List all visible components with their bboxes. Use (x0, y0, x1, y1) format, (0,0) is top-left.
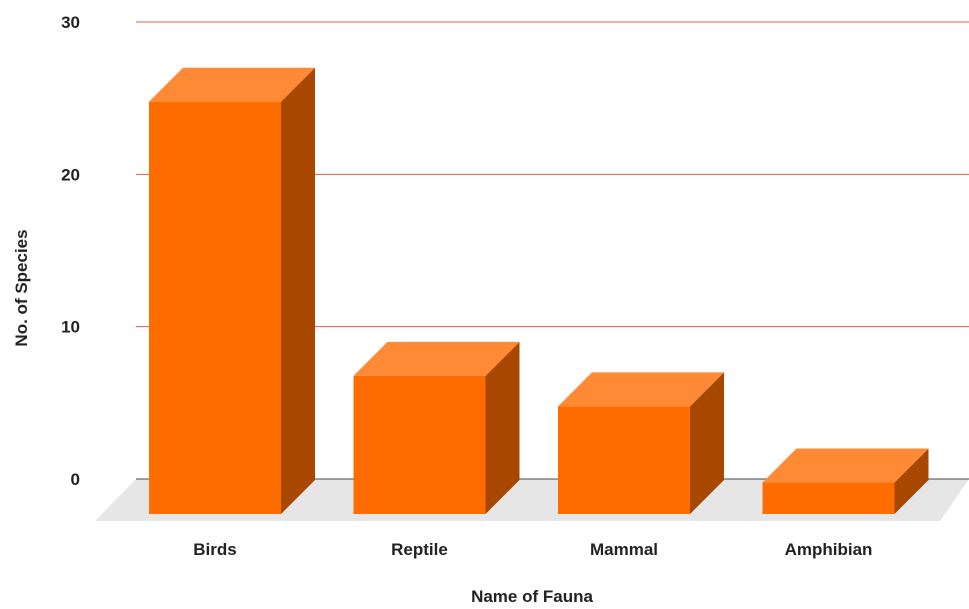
bar-side (894, 448, 929, 514)
y-tick-label: 10 (61, 318, 80, 337)
bar-top (353, 341, 520, 376)
bar-front (353, 375, 486, 514)
y-axis-title: No. of Species (12, 229, 31, 346)
bar-mammal (558, 372, 724, 514)
bar-birds (149, 67, 315, 514)
y-tick-label: 0 (71, 470, 80, 489)
bar-side (690, 372, 724, 514)
x-category-label: Amphibian (785, 540, 873, 559)
x-category-label: Mammal (590, 540, 658, 559)
y-tick-label: 20 (61, 165, 80, 184)
bar-side (281, 67, 315, 514)
x-category-label: Reptile (391, 540, 448, 559)
bar-amphibian (762, 448, 929, 514)
bar-front (558, 406, 690, 514)
x-axis-title: Name of Fauna (471, 587, 593, 606)
bar-top (149, 67, 315, 102)
bar-top (558, 372, 724, 407)
y-axis-ticks: 0 10 20 30 (61, 13, 80, 489)
bars (149, 67, 929, 514)
bar-front (149, 101, 281, 514)
x-category-label: Birds (193, 540, 236, 559)
bar-top (762, 448, 929, 483)
bar-reptile (353, 341, 520, 514)
chart-floor (95, 479, 969, 521)
bar-front (762, 482, 895, 514)
bar-side (485, 341, 520, 514)
y-tick-label: 30 (61, 13, 80, 32)
x-axis-categories: Birds Reptile Mammal Amphibian (193, 540, 872, 559)
